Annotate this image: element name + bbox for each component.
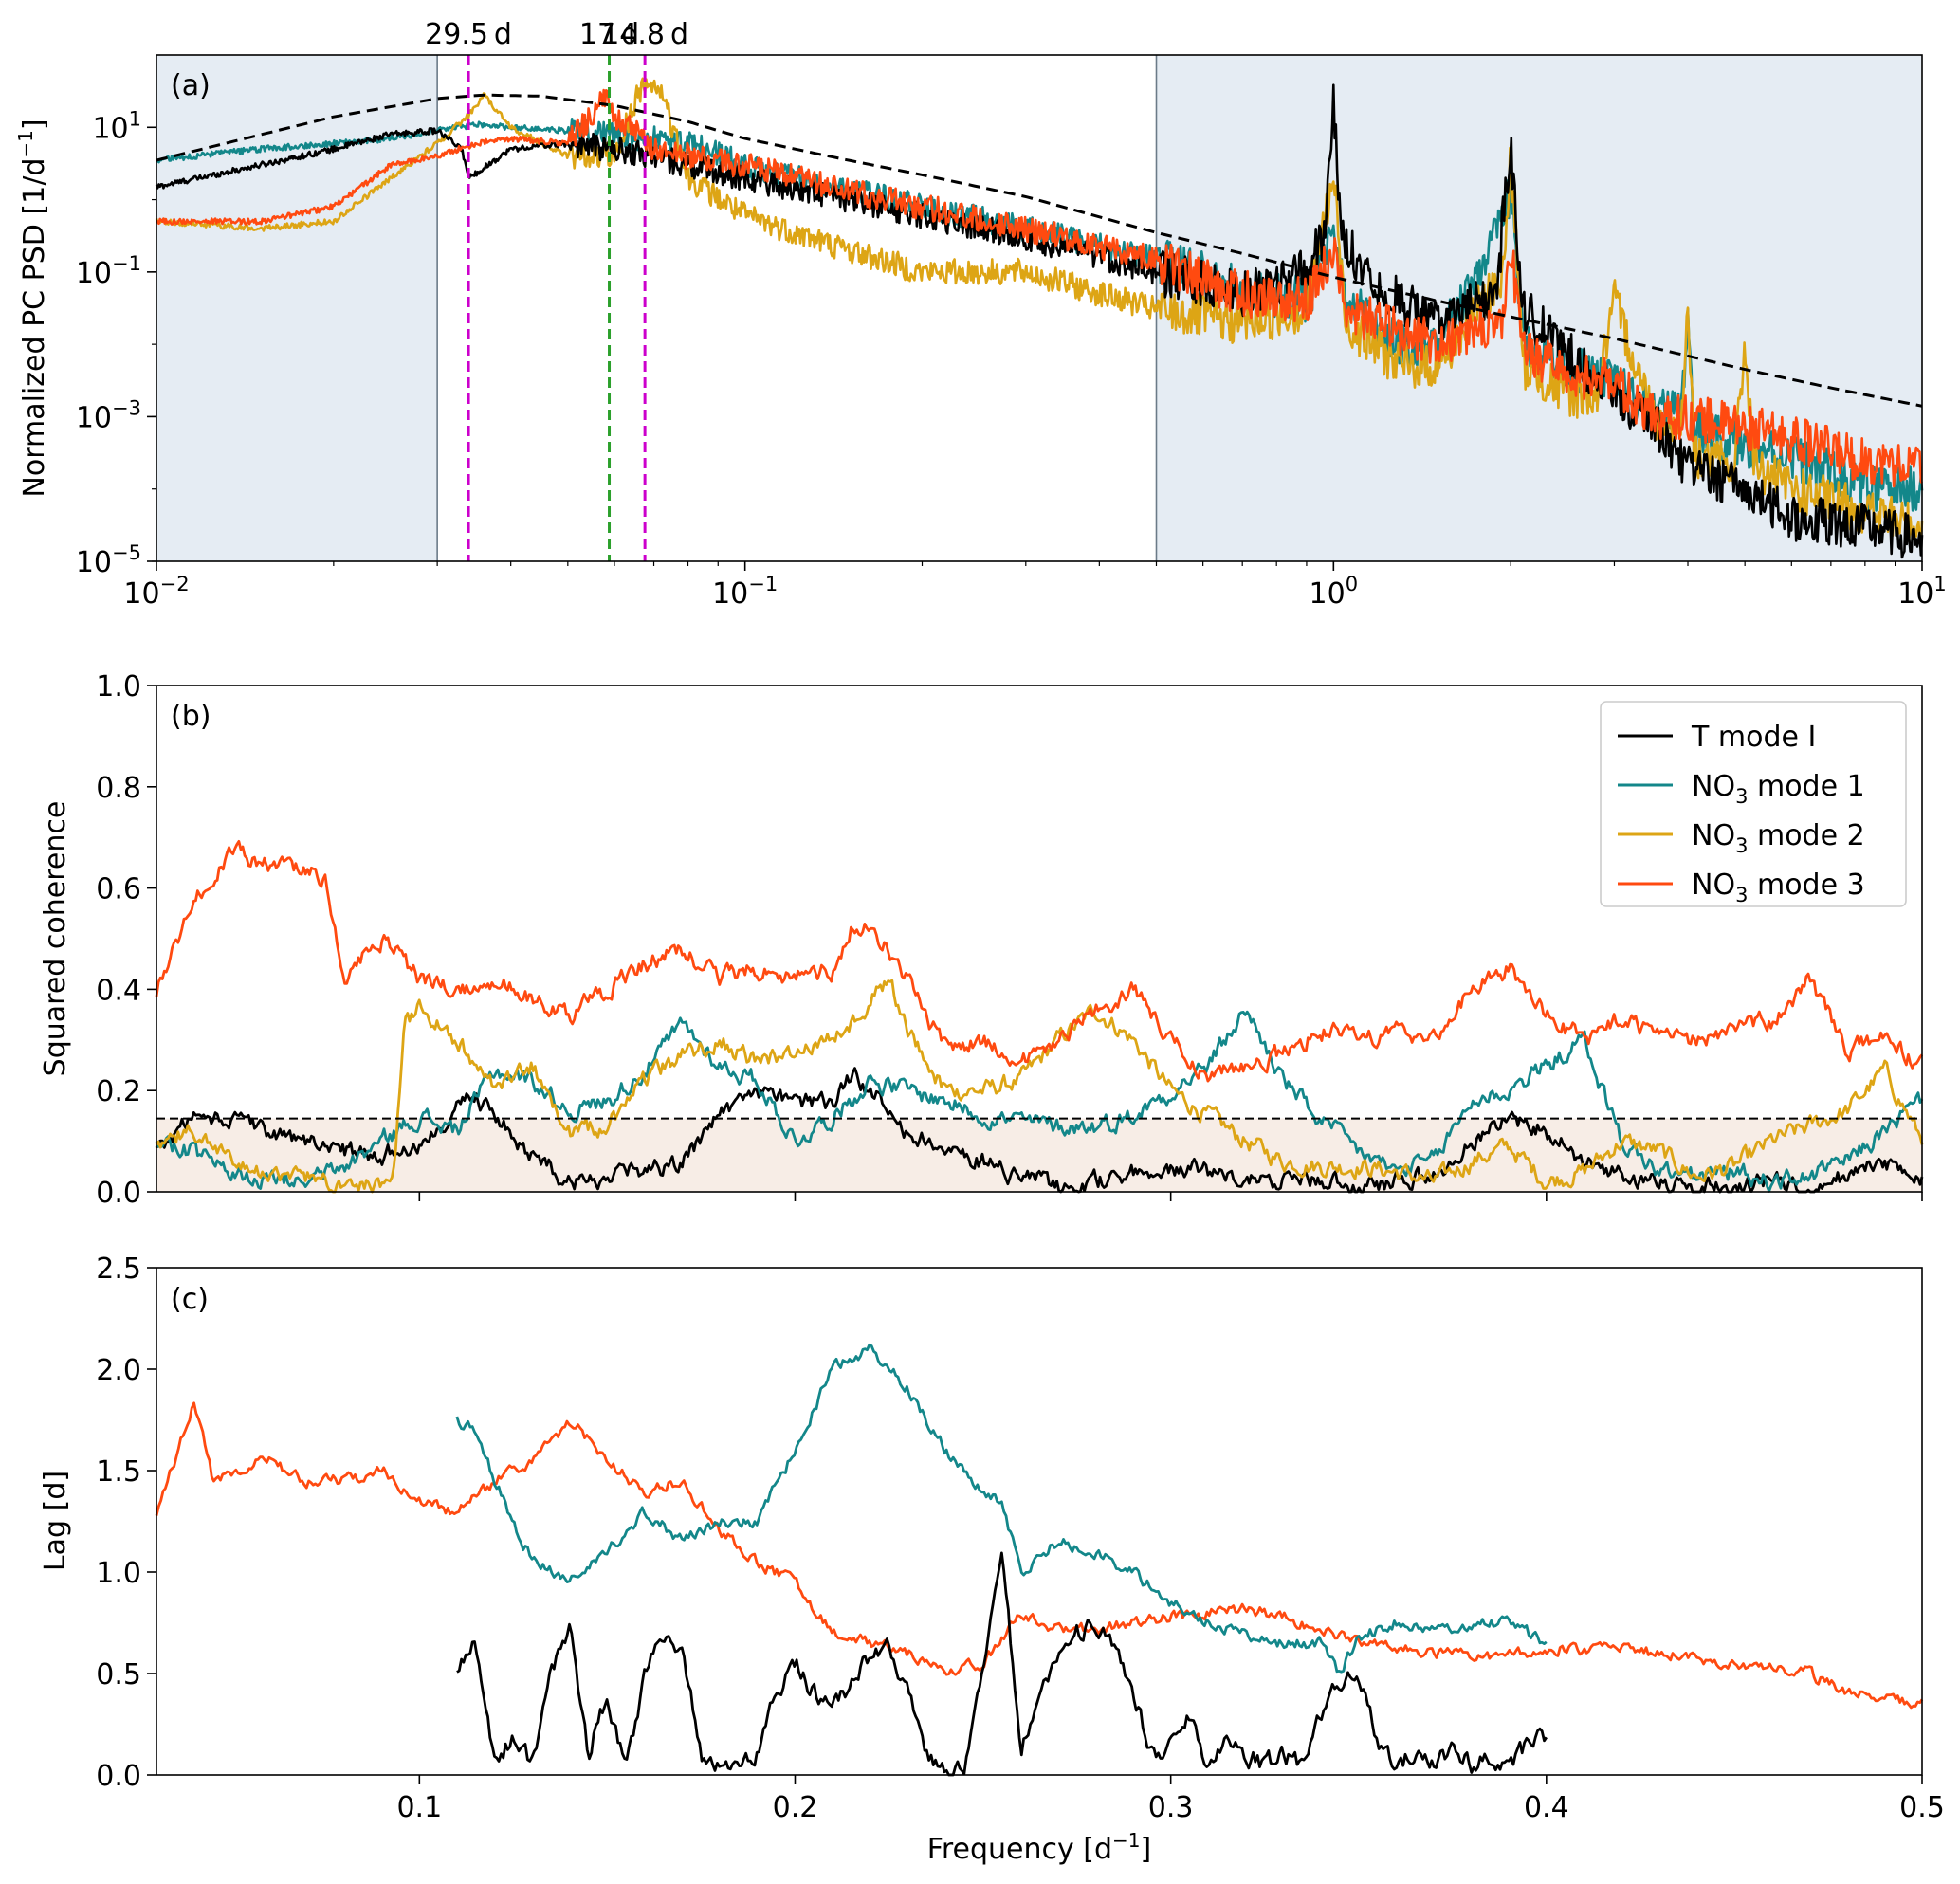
panel-a-shaded-band-1 [156, 55, 438, 561]
panel-c-y-ticks: 0.0 0.5 1.0 1.5 2.0 2.5 [96, 1253, 156, 1793]
panel-c-x-tick-label-3: 0.3 [1148, 1791, 1194, 1824]
legend-label-t-mode-i: T mode I [1691, 721, 1816, 754]
panel-c-y-axis-label: Lag [d] [39, 1471, 72, 1571]
panel-b-y-tick-label-3: 0.4 [96, 974, 141, 1007]
panel-c-line-no-mode-1 [455, 1343, 1548, 1674]
panel-b-line-no-mode-2 [155, 979, 1924, 1194]
panel-a-reference-dashed-line [156, 93, 1923, 408]
panel-a-line-no-mode-3 [156, 88, 1923, 488]
panel-b-x-ticks [418, 1192, 1923, 1201]
panel-a-x-tick-label-1: 10−2 [123, 573, 189, 611]
panel-a-period-lines [467, 55, 647, 561]
panel-a-period-label-3: 14.8 d [601, 18, 688, 51]
panel-c-y-tick-label-4: 1.5 [96, 1455, 141, 1489]
panel-c-y-tick-label-2: 0.5 [96, 1658, 141, 1692]
panel-c-series [155, 1343, 1924, 1777]
panel-b-frame [156, 685, 1923, 1193]
panel-b-line-no-mode-1 [155, 1010, 1924, 1193]
panel-b-coherence-chart: 0.0 0.2 0.4 0.6 0.8 1.0 (b) Squared coherence… [39, 670, 1924, 1210]
legend-label-no-mode-1: NO3 mode 1 [1692, 770, 1865, 808]
panel-a-x-ticks: 10−2 10−1 100 101 [123, 561, 1947, 611]
panel-c-y-tick-label-3: 1.0 [96, 1557, 141, 1590]
panel-b-y-tick-label-5: 0.8 [96, 772, 141, 805]
panel-c-x-tick-label-4: 0.4 [1524, 1791, 1569, 1824]
panel-c-x-axis-label: Frequency [d−1] [927, 1829, 1151, 1866]
legend-label-no-mode-3: NO3 mode 3 [1692, 869, 1865, 906]
panel-c-frame [156, 1267, 1923, 1776]
panel-a-reference-curve [156, 93, 1923, 408]
panel-c-x-tick-label-5: 0.5 [1899, 1791, 1945, 1824]
panel-a-period-label-2: 17 d [579, 18, 639, 51]
panel-a-y-tick-label-3: 10−1 [76, 252, 141, 290]
panel-b-series [155, 840, 1924, 1194]
panel-c-line-no-mode-3 [155, 1401, 1924, 1710]
panel-a-y-ticks: 10−5 10−3 10−1 101 [76, 107, 156, 579]
panel-b-y-axis-label: Squared coherence [39, 801, 72, 1077]
panel-a-label: (a) [171, 69, 211, 102]
panel-b-significance-fill [156, 1118, 1922, 1192]
panel-c-y-tick-label-1: 0.0 [96, 1760, 141, 1793]
panel-c-y-tick-label-5: 2.0 [96, 1354, 141, 1387]
panel-b-label: (b) [171, 700, 211, 733]
panel-c-lag-chart: 0.1 0.2 0.3 0.4 0.5 0.0 0.5 1.0 1.5 2.0 2.5 (c) L… [39, 1253, 1945, 1866]
panel-a-frame [156, 54, 1923, 562]
panel-b-significance-region [156, 1118, 1922, 1192]
panel-a-y-tick-label-4: 101 [92, 107, 141, 145]
panel-b-line-t-mode-i [155, 1067, 1924, 1194]
panel-b-legend: T mode I NO3 mode 1 NO3 mode 2 NO3 mode 3 [1600, 701, 1907, 907]
panel-c-y-tick-label-6: 2.5 [96, 1253, 141, 1286]
panel-a-y-tick-label-2: 10−3 [76, 396, 141, 434]
panel-c-label: (c) [171, 1283, 209, 1316]
panel-a-x-tick-label-2: 10−1 [712, 573, 778, 611]
panel-a-x-tick-label-3: 100 [1310, 573, 1359, 611]
panel-b-line-no-mode-3 [155, 840, 1924, 1083]
panel-c-x-tick-label-1: 0.1 [396, 1791, 442, 1824]
panel-a-psd-chart: 10−2 10−1 100 101 10−5 10−3 10−1 101 29.5 d 17 … [14, 18, 1947, 611]
panel-a-line-no-mode-2 [155, 77, 1924, 543]
panel-a-period-label-1: 29.5 d [425, 18, 512, 51]
panel-a-period-annotations: 29.5 d 17 d14.8 d [425, 18, 688, 51]
panel-b-y-tick-label-2: 0.2 [96, 1075, 141, 1108]
panel-b-y-tick-label-6: 1.0 [96, 670, 141, 704]
legend-label-no-mode-2: NO3 mode 2 [1692, 819, 1865, 857]
legend-box [1600, 701, 1907, 907]
panel-b-y-tick-label-4: 0.6 [96, 873, 141, 906]
panel-c-x-ticks: 0.1 0.2 0.3 0.4 0.5 [396, 1775, 1945, 1824]
panel-c-line-t-mode-i [456, 1551, 1548, 1777]
panel-b-y-ticks: 0.0 0.2 0.4 0.6 0.8 1.0 [96, 670, 156, 1210]
panel-b-y-tick-label-1: 0.0 [96, 1177, 141, 1210]
panel-a-series [155, 77, 1924, 559]
panel-a-x-tick-label-4: 101 [1897, 573, 1947, 611]
panel-a-y-axis-label: Normalized PC PSD [1/d−1] [14, 119, 51, 497]
panel-a-y-tick-label-1: 10−5 [76, 541, 141, 579]
panel-c-x-tick-label-2: 0.2 [773, 1791, 818, 1824]
